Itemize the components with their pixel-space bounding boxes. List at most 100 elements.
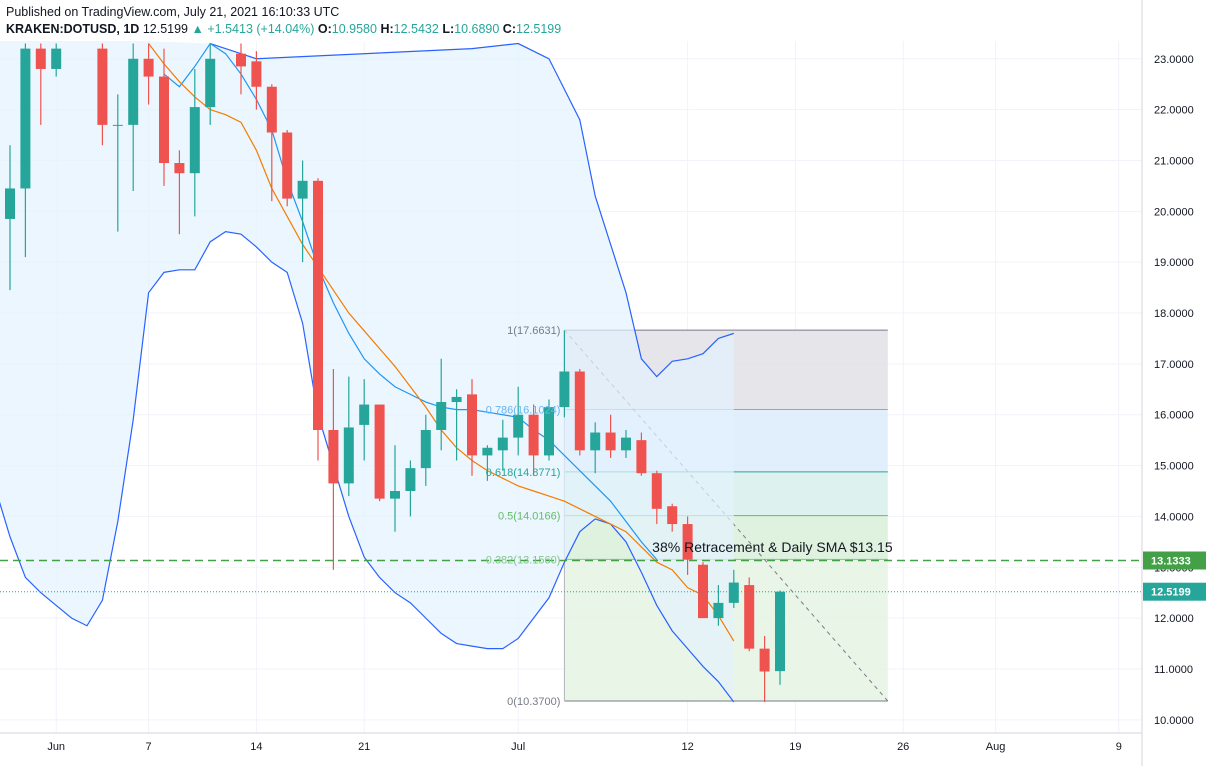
- candle-body: [636, 440, 647, 474]
- candle-body: [189, 107, 200, 174]
- annotation-text: 38% Retracement & Daily SMA $13.15: [652, 539, 893, 555]
- x-tick-label: Jul: [511, 741, 525, 753]
- candle-body: [328, 429, 339, 484]
- candle-body: [128, 58, 139, 125]
- symbol: KRAKEN:DOTUSD, 1D: [6, 22, 140, 36]
- y-tick-label: 19.0000: [1154, 257, 1194, 269]
- candle-body: [174, 163, 185, 174]
- y-tick-label: 15.0000: [1154, 461, 1194, 473]
- price-change: +1.5413 (+14.04%): [207, 22, 315, 36]
- candle-body: [590, 432, 601, 451]
- low-label: L:: [442, 22, 455, 36]
- candle-body: [251, 61, 262, 87]
- x-tick-label: Aug: [986, 741, 1006, 753]
- candle-body: [297, 180, 308, 199]
- candle-body: [159, 76, 169, 164]
- candle-body: [467, 394, 477, 456]
- candle-body: [20, 48, 31, 189]
- x-tick-label: 14: [250, 741, 262, 753]
- fib-label-0.786: 0.786(16.1024): [486, 405, 561, 417]
- candle-body: [359, 404, 370, 425]
- candle-body: [497, 437, 508, 451]
- low-value: 10.6890: [454, 22, 500, 36]
- bollinger-band-fill: [0, 41, 734, 703]
- fib-label-0: 0(10.3700): [507, 696, 560, 708]
- candle-body: [51, 48, 62, 69]
- fib-label-0.5: 0.5(14.0166): [498, 511, 560, 523]
- horizontal-levels[interactable]: [0, 559, 1142, 593]
- y-tick-label: 12.0000: [1154, 613, 1194, 625]
- y-tick-label: 10.0000: [1154, 715, 1194, 727]
- candle-body: [390, 491, 400, 499]
- y-tick-label: 20.0000: [1154, 206, 1194, 218]
- high-value: 12.5432: [393, 22, 439, 36]
- candle-body: [420, 429, 431, 469]
- y-tick-label: 21.0000: [1154, 155, 1194, 167]
- candle-body: [651, 473, 662, 509]
- candle-body: [282, 132, 293, 199]
- candle-body: [143, 58, 154, 77]
- bollinger-upper-line: [210, 42, 734, 378]
- open-value: 10.9580: [331, 22, 377, 36]
- candle-body: [405, 468, 416, 492]
- candle-body: [759, 648, 770, 672]
- x-tick-label: 19: [789, 741, 801, 753]
- fib-label-0.382: 0.382(13.1560): [486, 554, 561, 566]
- close-label: C:: [502, 22, 516, 36]
- y-tick-label: 17.0000: [1154, 359, 1194, 371]
- labels: 1(17.6631) 0.786(16.1024) 0.618(14.8771) 0.…: [486, 325, 893, 708]
- candle-body: [112, 124, 123, 126]
- x-tick-label: 12: [681, 741, 693, 753]
- y-tick-label: 23.0000: [1154, 54, 1194, 66]
- candles: [5, 43, 785, 703]
- candle-body: [574, 371, 585, 451]
- y-tick-label: 14.0000: [1154, 511, 1194, 523]
- price-tag-label: 12.5199: [1151, 587, 1191, 599]
- x-tick-label: 26: [897, 741, 909, 753]
- candle-body: [513, 414, 524, 438]
- candle-body: [544, 407, 554, 456]
- x-tick-label: 9: [1116, 741, 1122, 753]
- candle-body: [682, 524, 693, 560]
- candle-body: [528, 414, 539, 456]
- candle-body: [374, 404, 385, 499]
- chart-header: Published on TradingView.com, July 21, 2…: [6, 4, 561, 38]
- candle-body: [35, 48, 46, 69]
- x-tick-label: 21: [358, 741, 370, 753]
- y-tick-label: 16.0000: [1154, 410, 1194, 422]
- close-value: 12.5199: [516, 22, 562, 36]
- y-tick-label: 18.0000: [1154, 308, 1194, 320]
- published-line: Published on TradingView.com, July 21, 2…: [6, 5, 340, 19]
- indicators: [0, 41, 735, 703]
- x-tick-label: 7: [146, 741, 152, 753]
- candle-body: [775, 591, 785, 672]
- last-price: 12.5199: [142, 22, 189, 36]
- candle-body: [343, 427, 354, 484]
- candle-body: [313, 180, 323, 430]
- price-tag: [1143, 582, 1206, 601]
- candle-body: [266, 86, 277, 133]
- symbol-line: KRAKEN:DOTUSD, 1D 12.5199 ▲ +1.5413 (+14…: [6, 21, 561, 38]
- candle-body: [728, 582, 739, 603]
- high-label: H:: [380, 22, 394, 36]
- fib-label-1: 1(17.6631): [507, 325, 560, 337]
- candle-body: [605, 432, 616, 451]
- candle-body: [713, 602, 724, 619]
- x-tick-label: Jun: [47, 741, 65, 753]
- candle-body: [205, 58, 216, 108]
- open-label: O:: [317, 22, 332, 36]
- sma-fast-line: [163, 42, 658, 561]
- candle-body: [436, 402, 447, 430]
- candle-body: [559, 371, 570, 408]
- candle-body: [5, 188, 15, 219]
- candle-body: [236, 53, 246, 67]
- change-arrow-icon: ▲: [191, 22, 204, 36]
- y-tick-label: 11.0000: [1154, 664, 1193, 676]
- candle-body: [482, 447, 493, 456]
- y-tick-label: 22.0000: [1154, 105, 1194, 117]
- candle-body: [667, 506, 678, 525]
- candle-body: [621, 437, 631, 451]
- fib-label-0.618: 0.618(14.8771): [486, 467, 561, 479]
